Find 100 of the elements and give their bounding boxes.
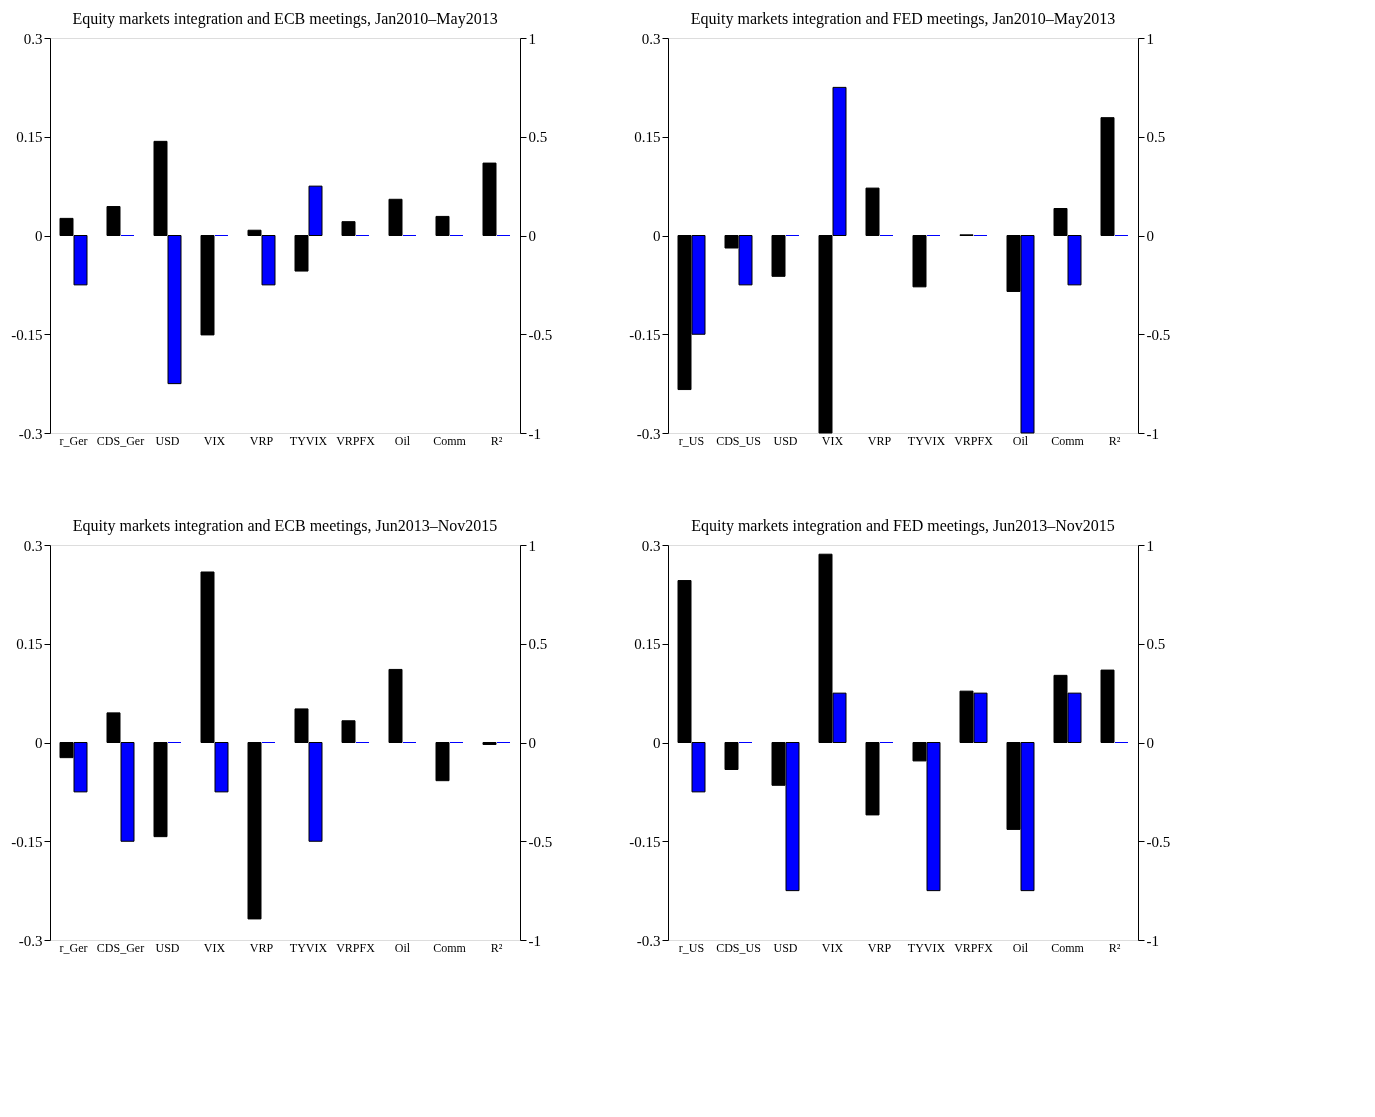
x-tick-label: R² — [490, 940, 503, 955]
y2-tick-label: 1 — [1146, 537, 1154, 554]
y2-tick-label: 1 — [528, 30, 536, 47]
y-tick-label: 0 — [35, 735, 43, 751]
x-tick-label: VIX — [203, 940, 226, 955]
y2-tick-label: -1 — [1146, 425, 1159, 442]
x-tick-label: USD — [155, 433, 180, 448]
y-tick-label: 0 — [35, 228, 43, 244]
y2-tick-label: 0.5 — [528, 636, 548, 653]
x-tick-label: CDS_US — [716, 433, 761, 448]
bar — [388, 668, 403, 743]
x-tick-label: CDS_US — [716, 940, 761, 955]
y-tick-label: 0.15 — [16, 636, 43, 653]
y2-tick-label: -1 — [528, 932, 541, 949]
bar — [341, 720, 356, 743]
x-tick-label: Oil — [394, 940, 411, 955]
x-tick-label: VRP — [867, 433, 892, 448]
y2-tick-label: 0.5 — [1146, 636, 1166, 653]
x-tick-label: VIX — [821, 940, 844, 955]
y-tick-label: -0.15 — [629, 326, 661, 343]
x-tick-label: Oil — [394, 433, 411, 448]
y-tick-label: -0.3 — [18, 932, 43, 949]
bar — [200, 235, 215, 336]
x-tick-label: USD — [155, 940, 180, 955]
y2-tick-label: 1 — [528, 537, 536, 554]
y-tick-label: -0.3 — [636, 932, 661, 949]
bar — [435, 742, 450, 782]
y-tick-label: 0.15 — [634, 636, 661, 653]
y2-tick-label: 0.5 — [528, 129, 548, 146]
chart-title: Equity markets integration and FED meetings, Jun2013–Nov2015 — [691, 517, 1115, 535]
bar — [865, 742, 880, 816]
x-tick-label: VRPFX — [954, 940, 994, 955]
bar — [435, 215, 450, 236]
x-tick-label: Comm — [1051, 940, 1085, 955]
x-tick-label: TYVIX — [907, 940, 946, 955]
y2-tick-label: 0 — [528, 228, 536, 244]
x-tick-label: Comm — [433, 433, 467, 448]
x-tick-label: Oil — [1012, 433, 1029, 448]
bar — [341, 221, 356, 236]
y-tick-label: 0.15 — [634, 129, 661, 146]
bar — [247, 742, 262, 920]
x-tick-label: R² — [1108, 940, 1121, 955]
y2-tick-label: -0.5 — [1146, 326, 1171, 343]
y2-tick-label: -0.5 — [528, 326, 553, 343]
chart-title: Equity markets integration and ECB meetings, Jan2010–May2013 — [72, 10, 498, 28]
x-tick-label: VRP — [867, 940, 892, 955]
chart-title: Equity markets integration and FED meetings, Jan2010–May2013 — [690, 10, 1116, 28]
x-tick-label: TYVIX — [289, 433, 328, 448]
y-tick-label: 0 — [653, 228, 661, 244]
y-tick-label: -0.3 — [18, 425, 43, 442]
y-tick-label: 0.3 — [23, 30, 43, 47]
bar — [1100, 117, 1115, 236]
y-tick-label: 0.3 — [641, 30, 661, 47]
y-tick-label: 0 — [653, 735, 661, 751]
bar — [482, 162, 497, 236]
x-tick-label: USD — [773, 940, 798, 955]
bar — [388, 198, 403, 236]
x-tick-label: Comm — [433, 940, 467, 955]
bar — [153, 742, 168, 838]
y2-tick-label: 0 — [1146, 228, 1154, 244]
x-tick-label: Oil — [1012, 940, 1029, 955]
bar — [724, 742, 739, 770]
x-tick-label: CDS_Ger — [96, 433, 145, 448]
x-tick-label: TYVIX — [907, 433, 946, 448]
y2-tick-label: 0 — [528, 735, 536, 751]
y-tick-label: 0.15 — [16, 129, 43, 146]
y-tick-label: -0.15 — [11, 833, 43, 850]
x-tick-label: CDS_Ger — [96, 940, 145, 955]
x-tick-label: r_US — [678, 940, 705, 955]
y2-tick-label: -1 — [1146, 932, 1159, 949]
y-tick-label: -0.15 — [629, 833, 661, 850]
x-tick-label: VRPFX — [336, 940, 376, 955]
y-tick-label: -0.3 — [636, 425, 661, 442]
y2-tick-label: 0.5 — [1146, 129, 1166, 146]
x-tick-label: Comm — [1051, 433, 1085, 448]
y2-tick-label: 0 — [1146, 735, 1154, 751]
x-tick-label: r_Ger — [59, 940, 88, 955]
x-tick-label: R² — [1108, 433, 1121, 448]
x-tick-label: VIX — [203, 433, 226, 448]
x-tick-label: r_US — [678, 433, 705, 448]
y2-tick-label: -0.5 — [1146, 833, 1171, 850]
x-tick-label: USD — [773, 433, 798, 448]
y2-tick-label: -1 — [528, 425, 541, 442]
y-tick-label: -0.15 — [11, 326, 43, 343]
x-tick-label: VRP — [249, 433, 274, 448]
bar — [771, 235, 786, 277]
y-tick-label: 0.3 — [23, 537, 43, 554]
bar — [865, 187, 880, 236]
y2-tick-label: 1 — [1146, 30, 1154, 47]
x-tick-label: R² — [490, 433, 503, 448]
x-tick-label: VRP — [249, 940, 274, 955]
x-tick-label: VRPFX — [336, 433, 376, 448]
chart-title: Equity markets integration and ECB meetings, Jun2013–Nov2015 — [72, 517, 498, 535]
y2-tick-label: -0.5 — [528, 833, 553, 850]
bar — [106, 206, 121, 236]
x-tick-label: TYVIX — [289, 940, 328, 955]
y-tick-label: 0.3 — [641, 537, 661, 554]
bar — [912, 235, 927, 288]
bar — [1100, 669, 1115, 743]
x-tick-label: VRPFX — [954, 433, 994, 448]
